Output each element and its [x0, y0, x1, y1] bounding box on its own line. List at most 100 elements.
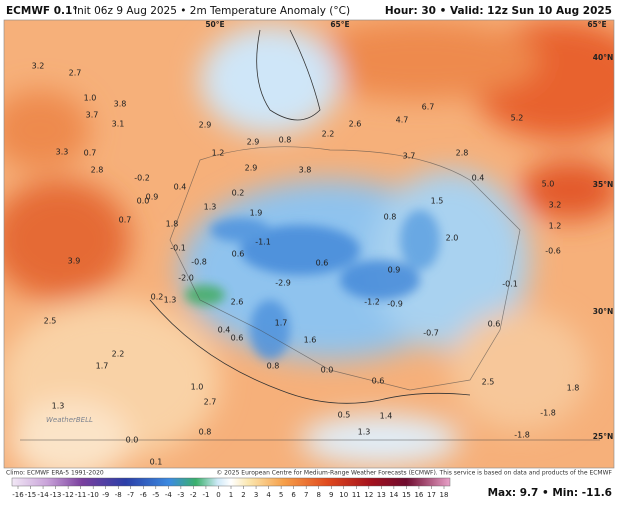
watermark: WeatherBELL: [46, 416, 93, 424]
anomaly-label: 3.7: [86, 111, 99, 120]
colorbar-label: -3: [177, 491, 184, 499]
colorbar-label: -5: [152, 491, 159, 499]
anomaly-label: 0.6: [232, 250, 245, 259]
anomaly-label: -2.0: [178, 274, 194, 283]
anomaly-label: 3.1: [112, 120, 125, 129]
anomaly-label: -0.6: [545, 247, 561, 256]
anomaly-label: 1.2: [549, 222, 562, 231]
anomaly-label: 0.7: [119, 216, 132, 225]
anomaly-label: 1.3: [358, 428, 371, 437]
colorbar-label: -8: [115, 491, 122, 499]
colorbar-label: 5: [279, 491, 283, 499]
colorbar-label: 13: [377, 491, 386, 499]
anomaly-label: 0.8: [267, 362, 280, 371]
colorbar-label: -6: [140, 491, 148, 499]
colorbar-label: -14: [37, 491, 49, 499]
colorbar-label: -12: [62, 491, 73, 499]
colorbar-label: -7: [127, 491, 134, 499]
anomaly-label: 0.0: [137, 197, 150, 206]
anomaly-label: 3.7: [403, 152, 416, 161]
colorbar-label: -2: [190, 491, 197, 499]
colorbar-label: 16: [414, 491, 423, 499]
anomaly-label: 1.7: [275, 319, 288, 328]
anomaly-label: -1.8: [540, 409, 556, 418]
climo-note: Climo: ECMWF ERA-5 1991-2020: [6, 470, 104, 477]
anomaly-label: 2.8: [91, 166, 104, 175]
anomaly-label: 0.7: [84, 149, 97, 158]
anomaly-label: 2.2: [112, 350, 125, 359]
anomaly-label: 1.4: [380, 412, 393, 421]
colorbar-label: 3: [254, 491, 258, 499]
anomaly-label: 0.5: [338, 411, 351, 420]
valid-info: Hour: 30 • Valid: 12z Sun 10 Aug 2025: [385, 5, 612, 17]
anomaly-label: 3.2: [549, 201, 562, 210]
anomaly-label: 1.7: [96, 362, 109, 371]
colorbar-label: 10: [339, 491, 348, 499]
coordinate-label: 25°N: [593, 432, 613, 441]
anomaly-label: -2.9: [275, 279, 291, 288]
anomaly-label: -1.2: [364, 298, 380, 307]
anomaly-label: 3.8: [114, 100, 127, 109]
colorbar-label: 6: [291, 491, 296, 499]
anomaly-label: 1.8: [166, 220, 179, 229]
coordinate-label: 65°E: [330, 20, 349, 29]
anomaly-label: -0.9: [387, 300, 403, 309]
anomaly-label: 0.0: [126, 436, 139, 445]
anomaly-label: 0.4: [174, 183, 187, 192]
coordinate-label: 30°N: [593, 307, 613, 316]
anomaly-label: 2.9: [247, 138, 260, 147]
anomaly-label: 3.2: [32, 62, 45, 71]
anomaly-label: 2.0: [446, 234, 459, 243]
colorbar: [11, 477, 451, 487]
anomaly-label: 0.8: [279, 136, 292, 145]
anomaly-label: 0.0: [321, 366, 334, 375]
colorbar-label: -16: [12, 491, 24, 499]
anomaly-label: -1.1: [255, 238, 271, 247]
anomaly-label: -0.7: [423, 329, 439, 338]
colorbar-label: 7: [304, 491, 308, 499]
anomaly-label: 0.9: [388, 266, 401, 275]
anomaly-label: 0.6: [316, 259, 329, 268]
colorbar-label: 14: [389, 491, 398, 499]
colorbar-label: 1: [229, 491, 233, 499]
anomaly-label: 2.7: [69, 69, 82, 78]
anomaly-label: 2.2: [322, 130, 335, 139]
anomaly-label: 5.2: [511, 114, 524, 123]
colorbar-label: 4: [266, 491, 271, 499]
anomaly-label: 1.2: [212, 149, 225, 158]
anomaly-label: 1.0: [84, 94, 97, 103]
coordinate-label: 65°E: [587, 20, 606, 29]
colorbar-label: 11: [352, 491, 361, 499]
anomaly-label: 1.3: [204, 203, 217, 212]
coordinate-label: 50°E: [205, 20, 224, 29]
anomaly-label: 1.5: [431, 197, 444, 206]
anomaly-label: 0.4: [472, 174, 485, 183]
anomaly-label: 2.8: [456, 149, 469, 158]
anomaly-label: 2.6: [231, 298, 244, 307]
anomaly-label: -0.2: [134, 174, 150, 183]
anomaly-label: 1.3: [52, 402, 65, 411]
anomaly-label: 2.9: [199, 121, 212, 130]
colorbar-label: 9: [329, 491, 333, 499]
anomaly-label: 2.9: [245, 164, 258, 173]
max-min: Max: 9.7 • Min: -11.6: [488, 487, 612, 499]
map-frame: [3, 19, 615, 469]
anomaly-label: 0.6: [231, 334, 244, 343]
model-name: ECMWF 0.1°: [6, 5, 78, 17]
colorbar-label: -4: [165, 491, 173, 499]
colorbar-label: -1: [202, 491, 209, 499]
anomaly-label: -0.1: [502, 280, 518, 289]
colorbar-label: 0: [216, 491, 220, 499]
anomaly-label: 1.9: [250, 209, 263, 218]
colorbar-label: 18: [440, 491, 449, 499]
run-info: Init 06z 9 Aug 2025 • 2m Temperature Ano…: [74, 5, 350, 17]
anomaly-label: 0.4: [218, 326, 231, 335]
anomaly-label: 3.3: [56, 148, 69, 157]
map: [4, 20, 614, 468]
anomaly-label: 0.8: [384, 213, 397, 222]
anomaly-label: 1.3: [164, 296, 177, 305]
anomaly-label: 2.6: [349, 120, 362, 129]
anomaly-label: 2.5: [482, 378, 495, 387]
anomaly-label: 0.8: [199, 428, 212, 437]
